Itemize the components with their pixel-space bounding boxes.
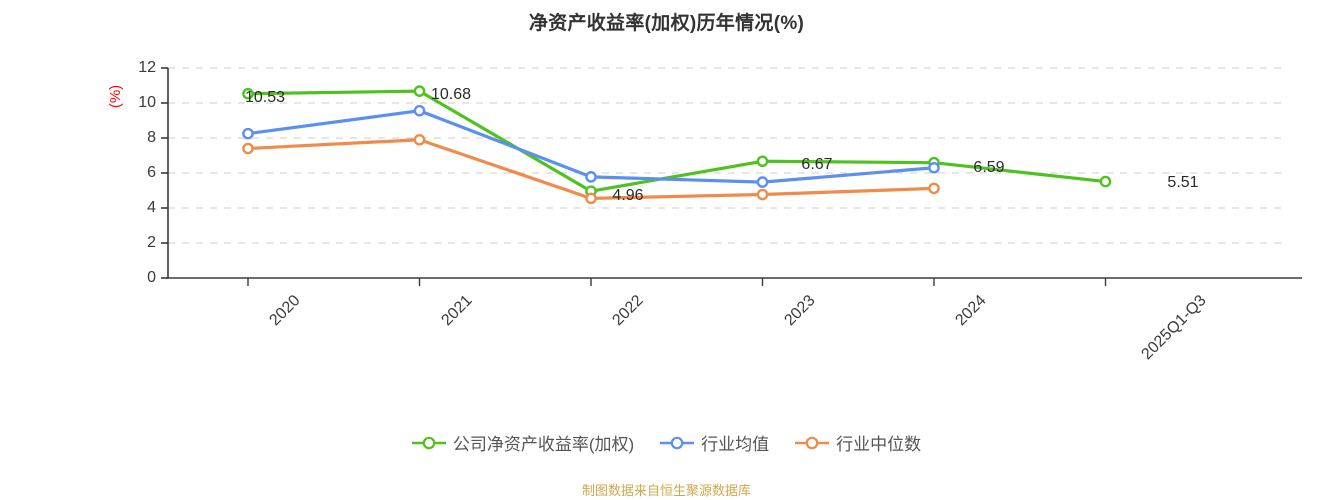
- legend-marker-icon: [411, 436, 446, 449]
- chart-legend: 公司净资产收益率(加权) 行业均值 行业中位数: [0, 430, 1333, 455]
- data-point-value-label: 4.96: [612, 187, 644, 204]
- data-point-marker[interactable]: [242, 87, 254, 100]
- legend-item-label: 行业均值: [701, 435, 770, 454]
- y-axis-ticks: [161, 67, 168, 279]
- data-point-marker[interactable]: [242, 142, 254, 155]
- y-axis-tick-label: 4: [147, 199, 156, 216]
- legend-marker-icon: [795, 436, 830, 449]
- legend-item-0[interactable]: 公司净资产收益率(加权): [411, 430, 635, 455]
- data-point-marker[interactable]: [756, 188, 769, 201]
- data-point-marker[interactable]: [756, 155, 769, 168]
- data-point-marker[interactable]: [413, 104, 426, 117]
- x-axis-ticks: [247, 278, 1107, 286]
- data-point-value-label: 10.68: [430, 86, 472, 103]
- page-title: 净资产收益率(加权)历年情况(%): [528, 13, 805, 34]
- legend-item-label: 公司净资产收益率(加权): [452, 435, 635, 454]
- data-point-value-label: 10.53: [244, 89, 286, 106]
- data-point-marker[interactable]: [1099, 175, 1112, 188]
- data-point-marker[interactable]: [928, 182, 940, 195]
- data-point-marker[interactable]: [585, 171, 597, 183]
- y-axis-tick-label: 10: [138, 94, 156, 111]
- y-axis-tick-label: 6: [147, 164, 156, 181]
- legend-item-label: 行业中位数: [836, 435, 922, 454]
- footer-note: 制图数据来自恒生聚源数据库: [581, 483, 751, 498]
- data-point-marker[interactable]: [585, 192, 597, 205]
- y-axis-tick-label: 2: [147, 234, 156, 251]
- y-axis-tick-label: 12: [138, 59, 156, 76]
- y-axis-tick-label: 0: [147, 269, 156, 286]
- data-point-marker[interactable]: [928, 161, 940, 174]
- legend-item-2[interactable]: 行业中位数: [795, 430, 921, 455]
- data-point-marker[interactable]: [413, 85, 426, 97]
- data-point-value-label: 5.51: [1167, 174, 1199, 191]
- series-line-0: [246, 89, 1108, 193]
- gridlines: [168, 67, 1281, 244]
- data-point-value-label: 6.59: [973, 159, 1005, 176]
- legend-item-1[interactable]: 行业均值: [660, 430, 769, 455]
- data-point-marker[interactable]: [413, 133, 426, 146]
- y-axis-tick-label: 8: [147, 129, 156, 146]
- data-point-marker[interactable]: [242, 127, 254, 140]
- data-point-marker[interactable]: [756, 176, 769, 188]
- legend-marker-icon: [660, 436, 695, 449]
- series-layer: [242, 85, 1112, 205]
- data-point-value-label: 6.67: [801, 156, 833, 173]
